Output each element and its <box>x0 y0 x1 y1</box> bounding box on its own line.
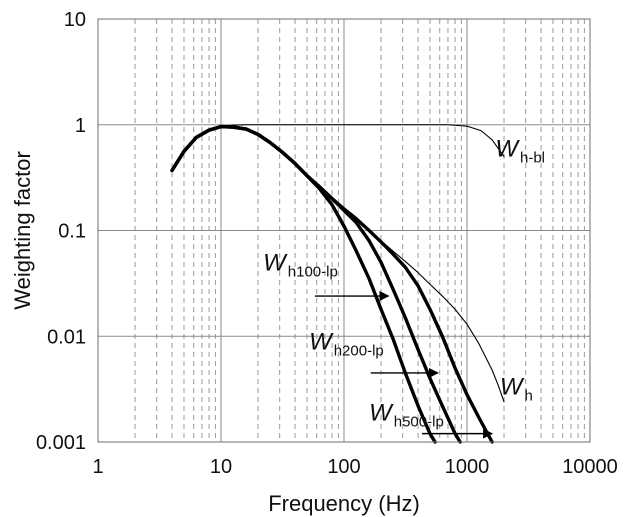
annotation-subscript: h-bl <box>520 150 545 167</box>
annotation-subscript: h <box>525 388 533 405</box>
y-tick-label: 1 <box>75 115 86 137</box>
x-tick-label: 1 <box>92 456 103 478</box>
annotation-main: W <box>369 399 394 426</box>
x-tick-label: 10 <box>210 456 232 478</box>
x-axis-title: Frequency (Hz) <box>268 491 420 516</box>
y-tick-label: 0.001 <box>36 432 86 454</box>
y-tick-label: 0.1 <box>58 221 86 243</box>
annotation-subscript: h100-lp <box>288 263 338 280</box>
y-tick-label: 10 <box>64 9 86 31</box>
annotation-subscript: h200-lp <box>334 342 384 359</box>
annotation-main: W <box>309 328 334 355</box>
y-tick-label: 0.01 <box>47 326 86 348</box>
y-axis-title: Weighting factor <box>10 151 35 310</box>
series-line-h100-lp <box>170 124 437 444</box>
series-layer <box>170 124 505 444</box>
annotation-main: W <box>495 136 520 163</box>
grid-layer <box>97 18 591 443</box>
annotation-main: W <box>500 374 525 401</box>
annotation-subscript: h500-lp <box>394 413 444 430</box>
x-tick-label: 100 <box>327 456 360 478</box>
ticks-layer: 1 10 100 1000 10000 0.001 0.01 0.1 1 10 <box>36 9 618 478</box>
annotation-main: W <box>263 249 288 276</box>
plot-frame <box>97 18 591 443</box>
x-tick-label: 10000 <box>562 456 618 478</box>
x-tick-label: 1000 <box>445 456 490 478</box>
